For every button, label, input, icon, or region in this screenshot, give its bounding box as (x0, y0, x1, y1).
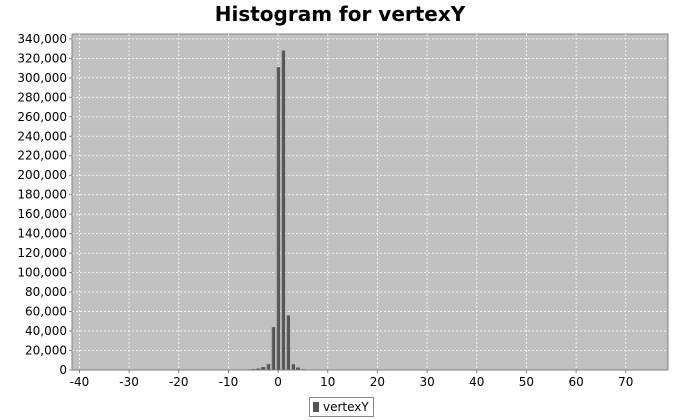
bar (281, 50, 286, 371)
x-tick-label: 0 (274, 375, 282, 389)
x-tick-label: -40 (70, 375, 90, 389)
bar-highlight (276, 67, 278, 371)
bar-highlight (281, 50, 283, 371)
bar (261, 367, 266, 370)
bar-highlight (291, 364, 293, 370)
chart-title: Histogram for vertexY (214, 2, 466, 26)
y-tick-label: 280,000 (17, 90, 67, 104)
legend-swatch (313, 402, 319, 412)
legend-label: vertexY (323, 400, 369, 414)
y-tick-label: 260,000 (17, 110, 67, 124)
bar (276, 67, 281, 371)
y-tick-label: 220,000 (17, 149, 67, 163)
grid-lines (72, 34, 668, 371)
bar (291, 364, 295, 370)
axes: 0 20,000 40,000 60,000 80,000 100,000 120,000 1… (17, 32, 668, 389)
bar (266, 364, 271, 370)
bar-highlight (286, 315, 288, 370)
bar (296, 367, 300, 370)
y-tick-label: 60,000 (25, 305, 67, 319)
bar (271, 327, 276, 370)
plot-background (71, 33, 669, 371)
x-tick-label: 70 (618, 375, 633, 389)
y-tick-label: 180,000 (17, 188, 67, 202)
x-tick-label: 40 (469, 375, 484, 389)
y-tick-label: 40,000 (25, 324, 67, 338)
y-tick-label: 20,000 (25, 344, 67, 358)
y-tick-label: 120,000 (17, 246, 67, 260)
x-tick-label: -30 (119, 375, 139, 389)
bars (241, 50, 310, 371)
y-tick-label: 240,000 (17, 129, 67, 143)
x-tick-label: 10 (320, 375, 335, 389)
y-tick-label: 160,000 (17, 207, 67, 221)
y-tick-label: 340,000 (17, 32, 67, 46)
y-tick-label: 320,000 (17, 51, 67, 65)
x-tick-label: -20 (169, 375, 189, 389)
y-tick-label: 200,000 (17, 168, 67, 182)
legend: vertexY (309, 397, 374, 417)
x-tick-label: 60 (568, 375, 583, 389)
bar (256, 368, 261, 370)
y-tick-label: 100,000 (17, 266, 67, 280)
y-tick-label: 0 (59, 363, 67, 377)
x-tick-label: 20 (370, 375, 385, 389)
x-tick-label: 50 (519, 375, 534, 389)
y-tick-label: 80,000 (25, 285, 67, 299)
y-tick-label: 300,000 (17, 71, 67, 85)
x-tick-label: -10 (219, 375, 239, 389)
bar (286, 315, 291, 370)
bar-highlight (266, 364, 268, 370)
x-tick-label: 30 (419, 375, 434, 389)
bar-highlight (271, 327, 273, 370)
y-tick-label: 140,000 (17, 227, 67, 241)
